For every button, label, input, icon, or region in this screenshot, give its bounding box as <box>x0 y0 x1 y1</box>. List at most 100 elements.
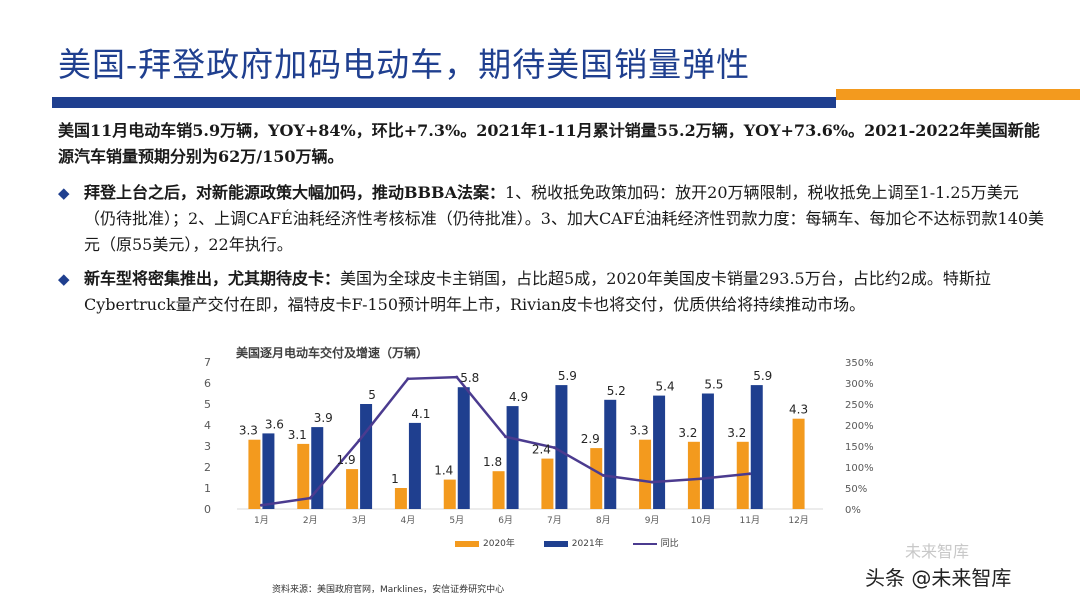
bullet-policy: ◆ 拜登上台之后，对新能源政策大幅加码，推动BBBA法案：1、税收抵免政策加码：… <box>58 180 1048 258</box>
data-label-2020年-10月: 3.2 <box>678 426 697 440</box>
x-tick-label: 6月 <box>498 515 513 526</box>
point-yoy-11月 <box>748 472 752 476</box>
legend-item-2020: 2020年 <box>455 536 515 549</box>
x-tick-label: 10月 <box>691 515 711 526</box>
bullet-new-models-heading: 新车型将密集推出，尤其期待皮卡： <box>84 269 341 288</box>
bar-2020年-8月 <box>590 448 603 509</box>
x-tick-label: 12月 <box>788 515 808 526</box>
bullet-new-models-text: 美国为全球皮卡主销国，占比超5成，2020年美国皮卡销量293.5万台，占比约2… <box>84 269 991 314</box>
ev-deliveries-chart: 0 1 2 3 4 5 6 7 0% 50% 100% 150% 200% 250% 300% 350% 1月 2… <box>204 356 874 526</box>
watermark: 头条 @未来智库 <box>865 566 1012 590</box>
y-right-tick-label: 0% <box>845 505 861 516</box>
header-divider-orange <box>836 89 1080 100</box>
bar-2021年-6月 <box>506 406 519 509</box>
legend-swatch-2021 <box>543 540 568 547</box>
legend-item-2021: 2021年 <box>543 536 604 549</box>
y-right-tick-label: 300% <box>845 379 874 390</box>
y-left-tick-label: 4 <box>204 419 211 432</box>
point-yoy-1月 <box>259 503 263 507</box>
bullet-new-models: ◆ 新车型将密集推出，尤其期待皮卡：美国为全球皮卡主销国，占比超5成，2020年… <box>58 266 1048 318</box>
bar-2020年-3月 <box>346 469 359 509</box>
data-label-2021年-11月: 5.9 <box>753 369 772 383</box>
legend-line-yoy <box>632 542 657 545</box>
bar-2021年-10月 <box>701 393 714 509</box>
data-label-2020年-12月: 4.3 <box>789 403 808 417</box>
chart-title: 美国逐月电动车交付及增速（万辆） <box>236 346 429 360</box>
bar-2020年-6月 <box>492 471 505 509</box>
legend-swatch-2020 <box>455 540 479 547</box>
data-label-2021年-3月: 5 <box>368 388 376 402</box>
data-label-2021年-5月: 5.8 <box>460 371 479 385</box>
point-yoy-3月 <box>357 439 361 443</box>
data-label-2021年-7月: 5.9 <box>558 369 577 383</box>
y-right-tick-label: 250% <box>845 400 874 411</box>
data-label-2020年-1月: 3.3 <box>239 424 258 438</box>
data-label-2020年-5月: 1.4 <box>434 464 453 478</box>
y-left-tick-label: 6 <box>204 377 211 390</box>
data-label-2021年-1月: 3.6 <box>265 417 284 431</box>
bar-2020年-4月 <box>394 488 407 509</box>
data-label-2021年-2月: 3.9 <box>314 411 333 425</box>
data-label-2021年-6月: 4.9 <box>509 390 528 404</box>
bar-2020年-7月 <box>541 458 554 509</box>
chart-legend: 2020年 2021年 同比 <box>455 536 705 549</box>
bar-2021年-5月 <box>457 387 470 509</box>
diamond-bullet-icon: ◆ <box>58 270 70 288</box>
x-tick-label: 2月 <box>303 515 318 526</box>
diamond-bullet-icon: ◆ <box>58 184 70 202</box>
data-label-2020年-3月: 1.9 <box>337 453 356 467</box>
source-note: 资料来源：美国政府官网，Marklines，安信证券研究中心 <box>272 585 505 595</box>
watermark-faint: 未来智库 <box>905 542 970 561</box>
y-left-tick-label: 3 <box>204 440 211 453</box>
legend-label-2020: 2020年 <box>483 539 515 549</box>
bar-2020年-9月 <box>639 439 652 509</box>
x-tick-label: 8月 <box>596 515 611 526</box>
data-label-2020年-9月: 3.3 <box>630 424 649 438</box>
x-tick-label: 3月 <box>352 515 367 526</box>
bar-2021年-3月 <box>360 404 373 509</box>
x-tick-label: 11月 <box>740 515 760 526</box>
bar-2020年-12月 <box>792 418 805 509</box>
bar-2021年-9月 <box>653 395 666 509</box>
point-yoy-8月 <box>601 473 605 477</box>
y-left-tick-label: 7 <box>204 356 211 369</box>
data-label-2020年-8月: 2.9 <box>581 432 600 446</box>
page-title: 美国-拜登政府加码电动车，期待美国销量弹性 <box>58 45 751 84</box>
bar-2021年-7月 <box>555 385 568 509</box>
y-left-tick-label: 2 <box>204 461 211 474</box>
point-yoy-4月 <box>406 377 410 381</box>
point-yoy-6月 <box>504 435 508 439</box>
y-left-tick-label: 1 <box>204 482 211 495</box>
header-divider-blue <box>52 97 836 108</box>
point-yoy-7月 <box>552 446 556 450</box>
y-left-tick-label: 5 <box>204 398 211 411</box>
point-yoy-2月 <box>308 496 312 500</box>
data-label-2020年-6月: 1.8 <box>483 455 502 469</box>
bullet-policy-heading: 拜登上台之后，对新能源政策大幅加码，推动BBBA法案： <box>84 183 505 202</box>
bar-2020年-2月 <box>297 443 310 509</box>
y-left-tick-label: 0 <box>204 503 211 516</box>
line-yoy <box>261 375 750 507</box>
bar-2020年-10月 <box>687 441 700 509</box>
data-label-2020年-4月: 1 <box>391 472 399 486</box>
y-right-tick-label: 200% <box>845 421 874 432</box>
bar-2021年-4月 <box>408 422 421 509</box>
bullet-policy-text: 1、税收抵免政策加码：放开20万辆限制，税收抵免上调至1-1.25万美元（仍待批… <box>84 183 1045 254</box>
data-label-2021年-8月: 5.2 <box>607 384 626 398</box>
point-yoy-5月 <box>455 375 459 379</box>
legend-label-2021: 2021年 <box>571 539 604 549</box>
intro-paragraph: 美国11月电动车销5.9万辆，YOY+84%，环比+7.3%。2021年1-11… <box>58 121 1040 166</box>
data-label-2020年-7月: 2.4 <box>532 443 551 457</box>
bar-2020年-1月 <box>248 439 261 509</box>
data-label-2021年-4月: 4.1 <box>411 407 430 421</box>
legend-item-yoy: 同比 <box>632 536 679 549</box>
bar-2021年-1月 <box>262 433 275 509</box>
y-right-tick-label: 150% <box>845 442 874 453</box>
data-label-2021年-9月: 5.4 <box>656 380 675 394</box>
bar-2021年-8月 <box>604 399 617 509</box>
y-right-tick-label: 50% <box>845 484 867 495</box>
y-right-tick-label: 350% <box>845 358 874 369</box>
y-right-tick-label: 100% <box>845 463 874 474</box>
x-tick-label: 1月 <box>254 515 269 526</box>
point-yoy-9月 <box>650 480 654 484</box>
